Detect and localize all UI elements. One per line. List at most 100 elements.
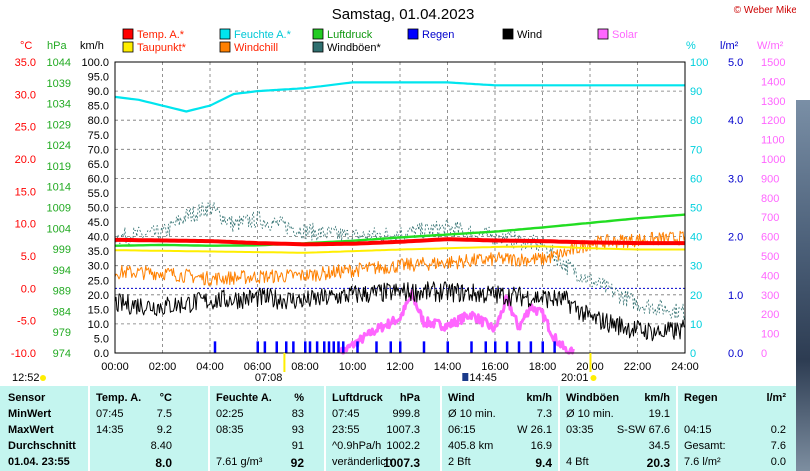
pct_ticks: 40 xyxy=(690,232,702,244)
rain-bar xyxy=(308,341,312,353)
rain-bar xyxy=(494,341,497,353)
legend-label: Solar xyxy=(612,29,638,41)
legend-swatch xyxy=(407,28,419,40)
rain-bar xyxy=(275,341,278,353)
table-cell: 9.4 xyxy=(535,456,552,470)
table-header-cell: km/h xyxy=(526,392,552,404)
hpa_ticks: 979 xyxy=(53,327,71,339)
table-cell: MinWert xyxy=(8,408,52,420)
solar_ticks: 0 xyxy=(761,348,767,360)
solar_ticks: 300 xyxy=(761,290,779,302)
time-tick: 06:00 xyxy=(244,361,272,373)
hpa_ticks: 1019 xyxy=(47,161,71,173)
kmh_ticks: 45.0 xyxy=(88,217,109,229)
rain_ticks: 3.0 xyxy=(728,173,743,185)
rain-bar xyxy=(337,341,340,353)
table-cell: 1007.3 xyxy=(383,456,420,470)
legend-label: Luftdruck xyxy=(327,29,373,41)
kmh_ticks: 80.0 xyxy=(88,115,109,127)
moon-icon xyxy=(40,375,46,381)
rain-bar xyxy=(446,341,449,353)
table-cell: S-SW 67.6 xyxy=(616,424,670,436)
table-header-cell: Wind xyxy=(448,392,475,404)
table-separator xyxy=(208,386,210,471)
table-header-cell: l/m² xyxy=(766,392,786,404)
pct_ticks: 90 xyxy=(690,86,702,98)
rain-bar xyxy=(332,341,335,353)
temp_ticks: 0.0 xyxy=(21,283,36,295)
table-cell: 7.6 l/m² xyxy=(684,456,721,468)
table-cell: 83 xyxy=(291,408,304,420)
rain_ticks: 4.0 xyxy=(728,115,743,127)
kmh_ticks: 15.0 xyxy=(88,304,109,316)
temp-unit: °C xyxy=(20,40,32,52)
table-cell: 91 xyxy=(291,440,304,452)
table-cell: 92 xyxy=(290,456,304,470)
rain-bar xyxy=(470,341,473,353)
time-tick: 08:00 xyxy=(291,361,319,373)
table-header-cell: Sensor xyxy=(8,392,46,404)
kmh_ticks: 40.0 xyxy=(88,232,109,244)
rain_ticks: 2.0 xyxy=(728,232,743,244)
series-line-wind xyxy=(114,281,686,342)
time-tick: 22:00 xyxy=(624,361,652,373)
rain-bar xyxy=(256,341,259,353)
series-line-feuchte-a xyxy=(114,81,685,113)
table-cell: 06:15 xyxy=(448,424,476,436)
rain-bar xyxy=(389,341,392,353)
rain-bar xyxy=(541,341,544,353)
hpa_ticks: 1029 xyxy=(47,119,71,131)
table-header-cell: Windböen xyxy=(566,392,620,404)
series-line-taupunkt xyxy=(115,245,685,254)
table-cell: 2 Bft xyxy=(448,456,471,468)
solar_ticks: 1400 xyxy=(761,76,785,88)
kmh_ticks: 70.0 xyxy=(88,144,109,156)
table-header-cell: km/h xyxy=(644,392,670,404)
table-separator xyxy=(440,386,442,471)
plot-frame xyxy=(114,61,686,354)
hpa_ticks: 974 xyxy=(53,348,71,360)
hpa_ticks: 1044 xyxy=(47,57,71,69)
rain-bar xyxy=(356,341,359,353)
pct_ticks: 10 xyxy=(690,319,702,331)
table-cell: W 26.1 xyxy=(517,424,552,436)
rain_ticks: 0.0 xyxy=(728,348,743,360)
time-tick: 02:00 xyxy=(149,361,177,373)
table-header-cell: % xyxy=(294,392,304,404)
credit-label: © Weber Mike xyxy=(734,5,798,16)
kmh_ticks: 25.0 xyxy=(88,275,109,287)
legend-label: Windchill xyxy=(234,42,278,54)
table-cell: 9.2 xyxy=(156,424,172,436)
kmh_ticks: 10.0 xyxy=(88,319,109,331)
legend-label: Taupunkt* xyxy=(137,42,187,54)
rain-bar xyxy=(422,341,426,353)
solar_ticks: 1000 xyxy=(761,154,785,166)
rain_ticks: 5.0 xyxy=(728,57,743,69)
hpa_ticks: 984 xyxy=(53,306,71,318)
legend-label: Feuchte A.* xyxy=(234,29,292,41)
time-tick: 04:00 xyxy=(196,361,224,373)
hpa_ticks: 1014 xyxy=(47,182,71,194)
table-cell: 08:35 xyxy=(216,424,244,436)
temp_ticks: 5.0 xyxy=(21,251,36,263)
table-cell: 07:45 xyxy=(332,408,360,420)
sunrise-time: 07:08 xyxy=(255,372,283,384)
rain-bar xyxy=(375,341,378,353)
temp_ticks: 15.0 xyxy=(15,186,36,198)
series-line-solar xyxy=(339,289,575,355)
legend-label: Wind xyxy=(517,29,542,41)
solar_ticks: 600 xyxy=(761,232,779,244)
noon-time: 14:45 xyxy=(469,372,497,384)
solar_ticks: 1300 xyxy=(761,96,785,108)
sunset-time: 20:01 xyxy=(561,372,589,384)
solar_ticks: 700 xyxy=(761,212,779,224)
pct_ticks: 70 xyxy=(690,144,702,156)
rain-bar xyxy=(285,341,288,353)
table-cell: 04:15 xyxy=(684,424,712,436)
solar_ticks: 1500 xyxy=(761,57,785,69)
table-header-cell: Regen xyxy=(684,392,718,404)
time-tick: 24:00 xyxy=(671,361,699,373)
time-tick: 12:00 xyxy=(386,361,414,373)
table-cell: 1002.2 xyxy=(386,440,420,452)
legend-label: Temp. A.* xyxy=(137,29,185,41)
